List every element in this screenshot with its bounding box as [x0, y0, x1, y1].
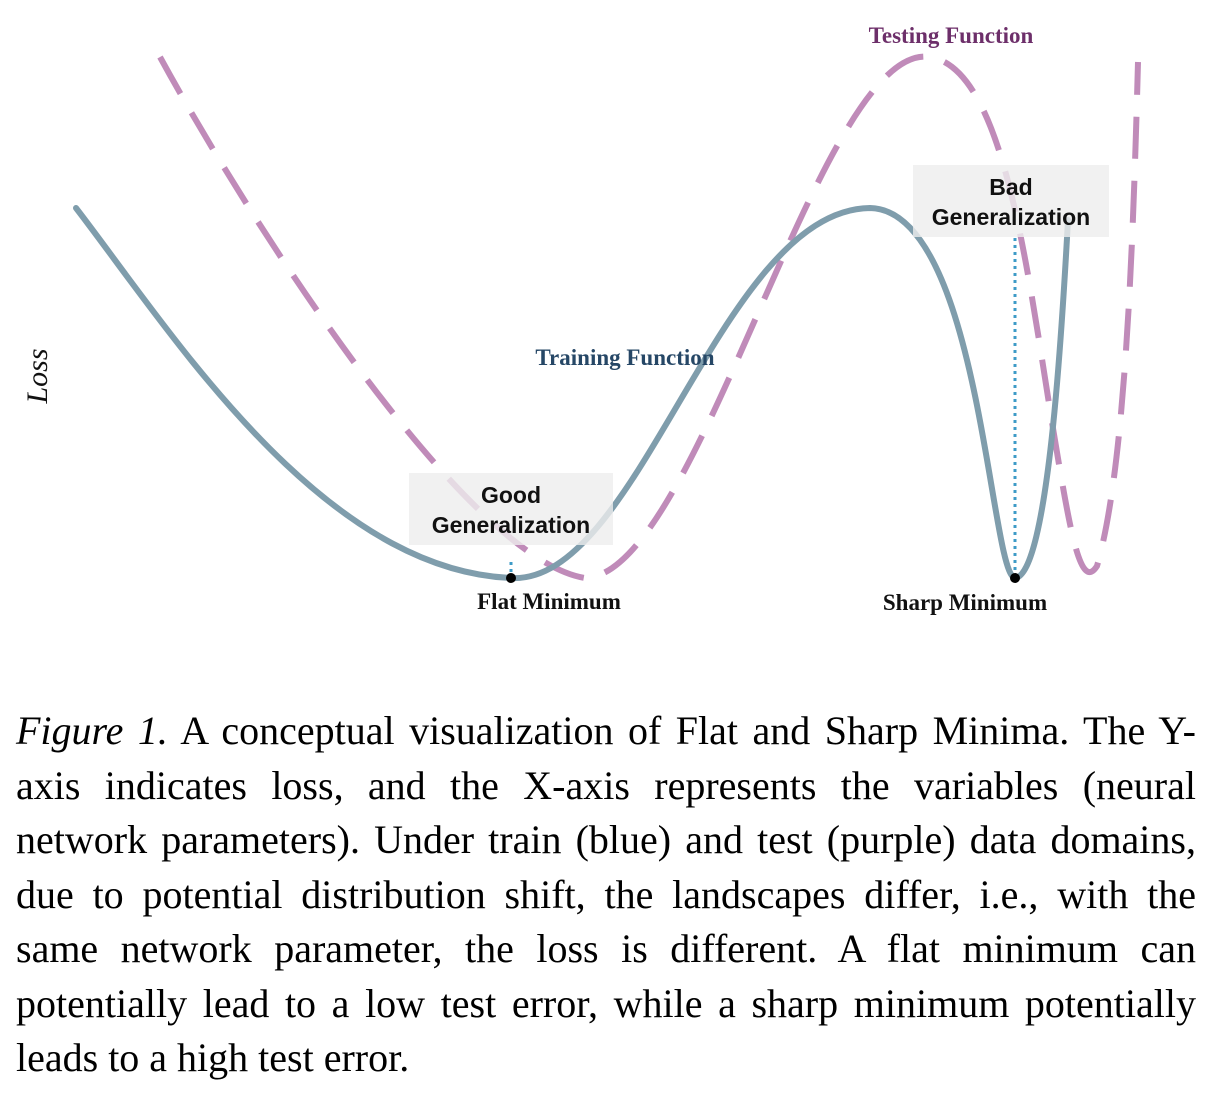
good-generalization-box [409, 473, 613, 545]
good-generalization-line2: Generalization [432, 512, 590, 538]
sharp-minimum-point [1010, 573, 1020, 583]
training-function-label: Training Function [535, 345, 714, 370]
y-axis-label: Loss [21, 348, 54, 404]
flat-minimum-label: Flat Minimum [477, 589, 621, 614]
figure-caption: Figure 1. A conceptual visualization of … [16, 704, 1196, 1086]
testing-function-label: Testing Function [869, 23, 1034, 48]
figure-number: Figure 1. [16, 708, 168, 753]
bad-generalization-box [913, 165, 1109, 237]
bad-generalization-line1: Bad [989, 174, 1032, 200]
caption-text: A conceptual visualization of Flat and S… [16, 708, 1197, 1080]
bad-generalization-line2: Generalization [932, 204, 1090, 230]
loss-landscape-diagram: Good Generalization Bad Generalization T… [21, 23, 1141, 615]
sharp-minimum-label: Sharp Minimum [883, 590, 1047, 615]
training-function-curve [73, 204, 1071, 582]
good-generalization-line1: Good [481, 482, 541, 508]
flat-minimum-point [506, 573, 516, 583]
